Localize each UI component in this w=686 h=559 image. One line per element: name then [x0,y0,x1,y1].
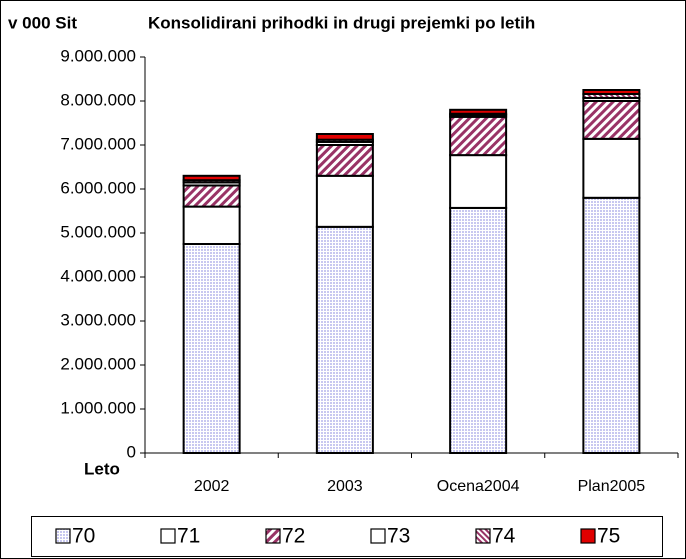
legend-label: 73 [387,525,410,548]
legend-swatch [55,528,71,544]
bar-segment [315,225,374,454]
bar-segment [182,174,241,182]
x-tick-label: Ocena2004 [437,478,520,495]
bar-segment [182,205,241,246]
y-tick-label: 4.000.000 [60,266,136,285]
legend-box [31,516,663,557]
legend-label: 70 [72,525,95,548]
bar-segment [315,144,374,177]
bar-segment [582,100,641,140]
legend-swatch [370,528,386,544]
y-tick-label: 9.000.000 [60,46,136,65]
bar-segment [582,89,641,95]
chart-title: Konsolidirani prihodki in drugi prejemki… [148,13,535,32]
y-tick-label: 1.000.000 [60,398,136,417]
y-tick-label: 3.000.000 [60,310,136,329]
y-tick-label: 6.000.000 [60,178,136,197]
bar-segment [582,196,641,454]
bar-segment [449,108,508,115]
y-tick-label: 0 [127,442,136,461]
bar-segment [315,174,374,228]
legend-swatch [265,528,281,544]
bar-segment [449,206,508,454]
legend-label: 74 [492,525,516,548]
y-tick-label: 2.000.000 [60,354,136,373]
bar-segment [182,243,241,454]
legend-label: 71 [177,525,200,548]
bar-segment [315,133,374,141]
bar-segment [449,154,508,209]
x-axis-label: Leto [84,459,120,478]
y-tick-label: 5.000.000 [60,222,136,241]
legend-swatch [160,528,176,544]
y-tick-label: 8.000.000 [60,90,136,109]
x-tick-label: 2002 [194,478,230,495]
x-tick-label: Plan2005 [578,478,646,495]
x-tick-label: 2003 [327,478,363,495]
legend-label: 75 [597,525,620,548]
legend-label: 72 [282,525,305,548]
bar-segment [582,137,641,199]
bar-segment [182,184,241,208]
y-tick-label: 7.000.000 [60,134,136,153]
y-axis-label: v 000 Sit [8,13,77,32]
legend-swatch [580,528,596,544]
bar-segment [449,115,508,157]
legend-swatch [475,528,491,544]
